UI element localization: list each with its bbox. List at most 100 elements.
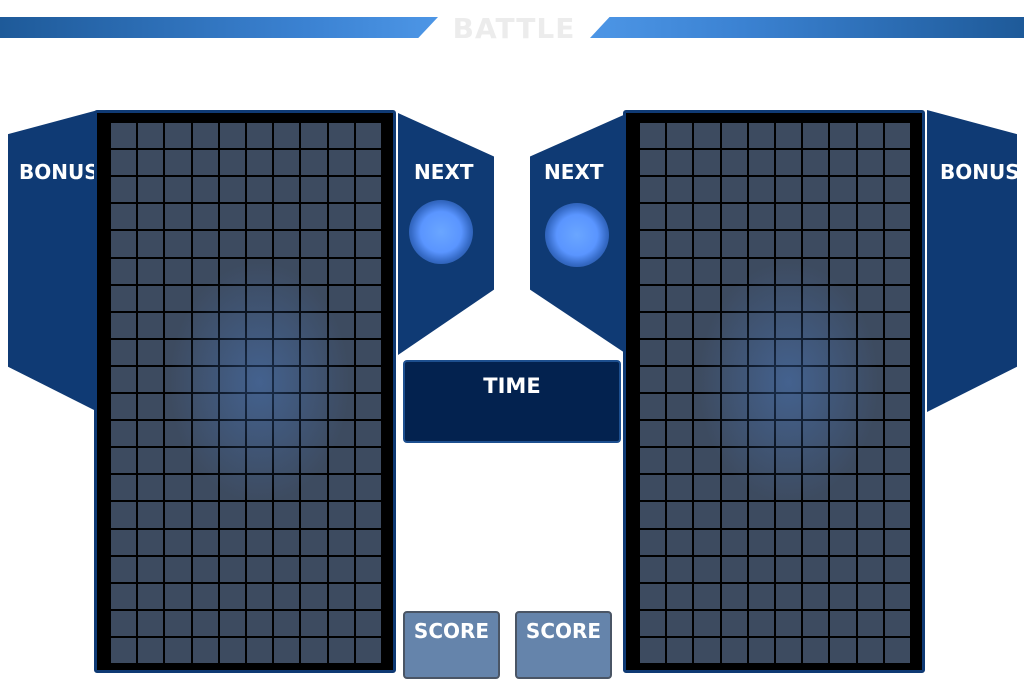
board-cell: [301, 366, 327, 392]
board-cell: [830, 556, 856, 582]
board-cell: [884, 177, 910, 203]
board-cell: [721, 150, 747, 176]
board-cell: [247, 312, 273, 338]
board-cell: [111, 231, 137, 257]
board-cell: [640, 583, 666, 609]
board-cell: [694, 421, 720, 447]
board-cell: [776, 177, 802, 203]
board-cell: [748, 231, 774, 257]
time-box: TIME: [403, 360, 621, 443]
board-cell: [247, 285, 273, 311]
board-cell: [694, 177, 720, 203]
board-cell: [803, 475, 829, 501]
board-cell: [667, 637, 693, 663]
board-cell: [301, 475, 327, 501]
board-left[interactable]: [94, 110, 396, 673]
board-cell: [219, 258, 245, 284]
score-box-left: SCORE: [403, 611, 500, 679]
board-cell: [694, 231, 720, 257]
board-cell: [111, 285, 137, 311]
board-cell: [301, 312, 327, 338]
board-cell: [857, 475, 883, 501]
board-cell: [884, 475, 910, 501]
board-cell: [301, 637, 327, 663]
bonus-label-right: BONUS: [940, 160, 1020, 184]
board-cell: [355, 556, 381, 582]
board-cell: [830, 475, 856, 501]
board-cell: [301, 502, 327, 528]
board-cell: [111, 366, 137, 392]
board-cell: [165, 231, 191, 257]
board-cell: [192, 448, 218, 474]
board-cell: [274, 556, 300, 582]
board-cell: [165, 502, 191, 528]
time-label: TIME: [483, 374, 541, 398]
board-cell: [667, 529, 693, 555]
board-cell: [748, 583, 774, 609]
board-cell: [776, 339, 802, 365]
board-cell: [274, 258, 300, 284]
board-cell: [111, 339, 137, 365]
board-cell: [328, 637, 354, 663]
board-cell: [776, 285, 802, 311]
board-cell: [165, 177, 191, 203]
board-cell: [884, 583, 910, 609]
board-cell: [748, 150, 774, 176]
board-cell: [247, 637, 273, 663]
board-cell: [219, 448, 245, 474]
board-cell: [192, 556, 218, 582]
board-cell: [247, 421, 273, 447]
board-cell: [694, 475, 720, 501]
board-cell: [192, 475, 218, 501]
board-cell: [274, 610, 300, 636]
board-cell: [830, 204, 856, 230]
board-cell: [355, 150, 381, 176]
board-cell: [748, 258, 774, 284]
board-cell: [776, 448, 802, 474]
board-cell: [884, 285, 910, 311]
board-cell: [776, 123, 802, 149]
board-cell: [830, 637, 856, 663]
board-cell: [776, 312, 802, 338]
board-cell: [111, 556, 137, 582]
board-cell: [830, 610, 856, 636]
board-cell: [776, 502, 802, 528]
board-cell: [138, 556, 164, 582]
board-cell: [192, 610, 218, 636]
board-cell: [748, 502, 774, 528]
board-cell: [138, 258, 164, 284]
board-cell: [640, 258, 666, 284]
board-cell: [694, 285, 720, 311]
board-cell: [748, 177, 774, 203]
board-cell: [355, 312, 381, 338]
board-right[interactable]: [623, 110, 925, 673]
board-cell: [748, 529, 774, 555]
board-cell: [803, 556, 829, 582]
board-cell: [328, 556, 354, 582]
board-cell: [667, 312, 693, 338]
board-cell: [857, 204, 883, 230]
board-cell: [776, 610, 802, 636]
board-cell: [247, 556, 273, 582]
board-cell: [748, 339, 774, 365]
board-cell: [247, 258, 273, 284]
board-cell: [355, 421, 381, 447]
board-cell: [274, 529, 300, 555]
board-cell: [355, 285, 381, 311]
board-cell: [776, 366, 802, 392]
board-cell: [857, 583, 883, 609]
board-cell: [776, 583, 802, 609]
board-cell: [721, 637, 747, 663]
board-cell: [884, 123, 910, 149]
board-cell: [857, 312, 883, 338]
board-cell: [165, 556, 191, 582]
board-cell: [111, 123, 137, 149]
board-cell: [192, 150, 218, 176]
board-cell: [640, 204, 666, 230]
board-cell: [803, 231, 829, 257]
board-cell: [803, 258, 829, 284]
board-cell: [165, 637, 191, 663]
board-cell: [803, 502, 829, 528]
board-cell: [355, 475, 381, 501]
board-cell: [328, 123, 354, 149]
